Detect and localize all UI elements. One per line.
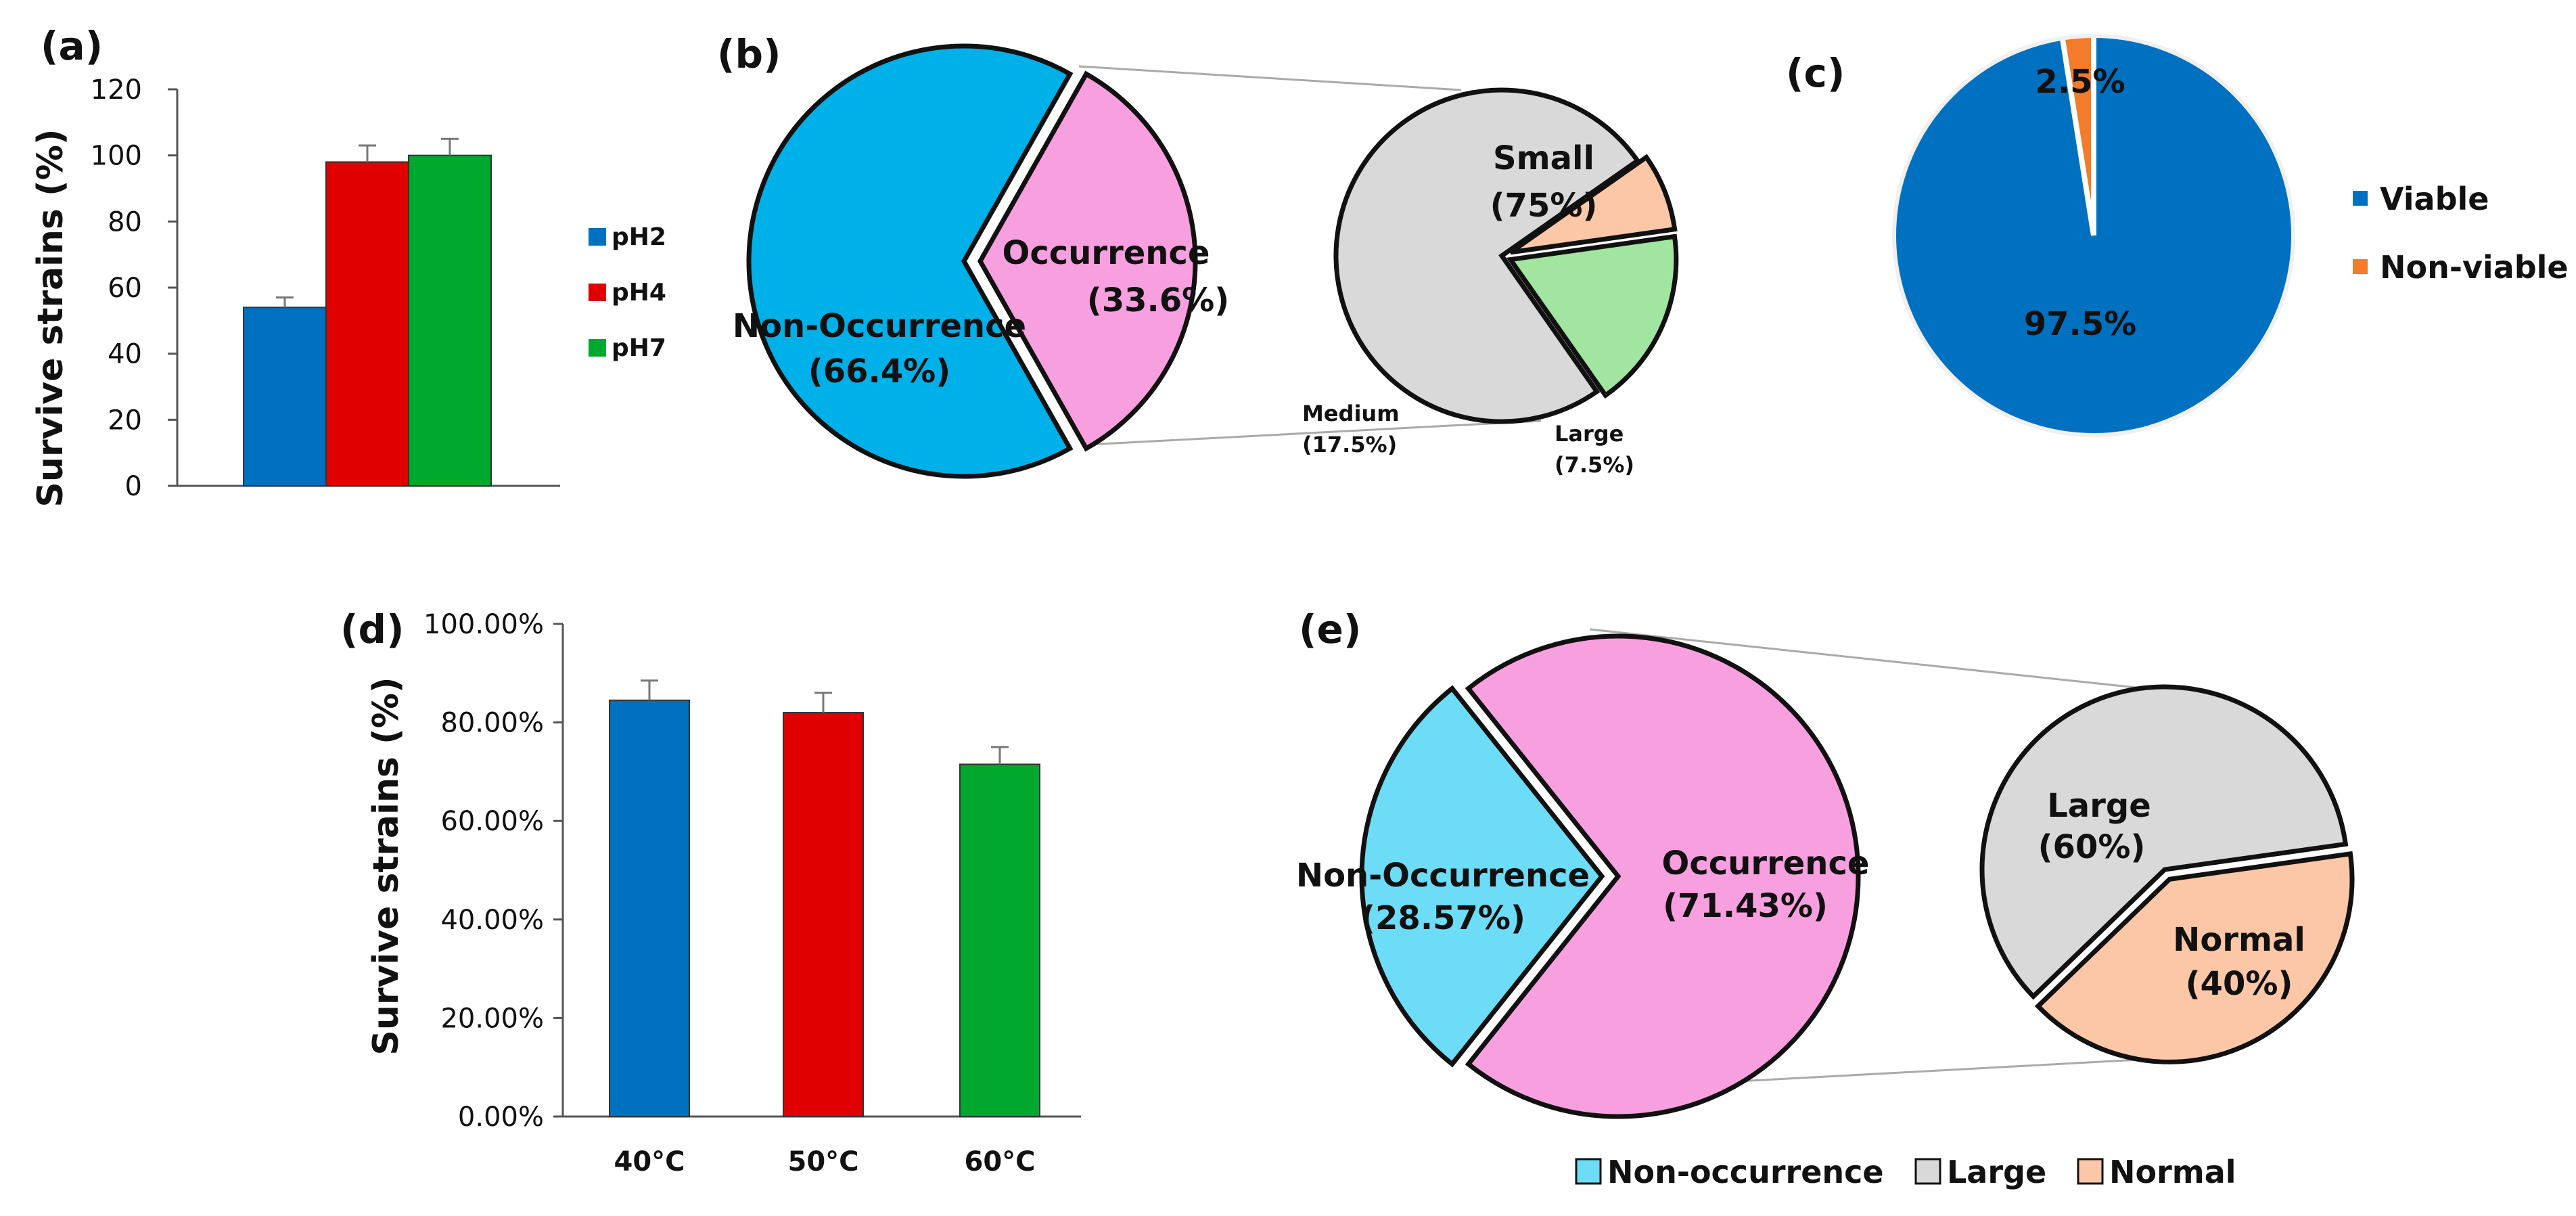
panel-label-b: (b)	[717, 31, 781, 77]
slice-large-b	[1509, 154, 1678, 255]
slice-medium-b	[1506, 233, 1679, 399]
pct-occurrence-e: (71.43%)	[1663, 887, 1828, 925]
y-tick-label-a-120: 120	[91, 74, 142, 106]
y-tick-label-a-40: 40	[108, 339, 142, 370]
legend-label-ph4: pH4	[612, 279, 666, 307]
legend-swatch-ph7	[589, 339, 606, 357]
y-tick-label-d-40-00: 40.00%	[440, 905, 544, 936]
legend-swatch-non-viable	[2353, 259, 2368, 274]
legend-label-ph7: pH7	[612, 334, 666, 362]
label-non-occurrence-e: Non-Occurrence	[1296, 857, 1590, 895]
x-tick-label-60c: 60°C	[964, 1146, 1035, 1177]
pct-large-e: (60%)	[2038, 828, 2146, 866]
panel-a: (a) Survive strains (%) 020406080100120 …	[30, 23, 666, 508]
slice-non-occurrence-b	[746, 43, 1074, 479]
pie-sub-b	[1333, 87, 1679, 424]
label-non-occurrence-b: Non-Occurrence	[733, 307, 1026, 345]
y-tick-label-d-20-00: 20.00%	[440, 1003, 544, 1034]
legend-label-non-occurrence: Non-occurrence	[1607, 1154, 1884, 1190]
legend-e: Non-occurrence Large Normal	[1575, 1154, 2236, 1190]
slice-occurrence-e	[1465, 633, 1861, 1119]
panel-d: (d) Survive strains (%) 0.00% 20.00% 40.00…	[340, 606, 1081, 1177]
y-tick-label-d-80-00: 80.00%	[440, 708, 544, 739]
legend-label-viable: Viable	[2380, 181, 2489, 217]
y-tick-label-d-0-00: 0.00%	[458, 1102, 544, 1133]
panel-label-a: (a)	[41, 23, 103, 69]
y-tick-label-d-100-00: 100.00%	[423, 609, 544, 640]
legend-label-ph2: pH2	[612, 223, 666, 251]
bar-a-ph2	[243, 307, 327, 487]
legend-swatch-non-occurrence	[1575, 1158, 1602, 1185]
pct-occurrence-b: (33.6%)	[1087, 282, 1229, 319]
label-large-b: Large	[1555, 421, 1624, 447]
connector-line-top-b	[1078, 65, 1462, 91]
bar-a-ph4	[325, 161, 409, 487]
y-tick-label-a-100: 100	[91, 141, 142, 172]
label-normal-e: Normal	[2173, 921, 2305, 959]
panel-c: (c) 97.5% 2.5% Viable Non-viable	[1786, 34, 2569, 437]
label-large-e: Large	[2047, 787, 2151, 825]
panel-label-d: (d)	[340, 606, 405, 652]
bars-d	[609, 679, 1040, 1118]
pct-large-b: (7.5%)	[1555, 452, 1634, 478]
slice-divider-c-1	[2059, 38, 2096, 236]
y-ticks-d: 0.00% 20.00% 40.00% 60.00% 80.00% 100.00%	[423, 609, 563, 1133]
legend-label-non-viable: Non-viable	[2380, 249, 2569, 286]
y-tick-label-a-0: 0	[125, 471, 142, 502]
slice-small-b	[1333, 87, 1641, 424]
panel-label-c: (c)	[1786, 50, 1845, 96]
x-tick-label-50c: 50°C	[787, 1146, 858, 1177]
pct-medium-b: (17.5%)	[1302, 432, 1397, 457]
y-tick-label-a-20: 20	[108, 405, 142, 436]
pie-main-b	[746, 43, 1198, 479]
y-ticks-a: 0 20 40 60 80 100 120	[91, 74, 177, 502]
legend-label-normal: Normal	[2109, 1154, 2236, 1190]
label-occurrence-e: Occurrence	[1662, 845, 1870, 882]
pct-non-viable-c: 2.5%	[2035, 63, 2125, 101]
slice-normal-e	[2034, 851, 2355, 1064]
pie-outline-c	[1892, 34, 2295, 437]
pct-small-b: (75%)	[1490, 187, 1598, 225]
x-tick-label-40c: 40°C	[614, 1146, 685, 1177]
legend-a: pH2 pH4 pH7	[589, 223, 666, 362]
ylabel-d: Survive strains (%)	[366, 677, 407, 1055]
bar-a-ph7	[408, 154, 492, 487]
legend-swatch-viable	[2353, 191, 2368, 206]
slice-large-e	[1979, 684, 2349, 1000]
legend-c: Viable Non-viable	[2353, 181, 2569, 286]
pct-viable-c: 97.5%	[2024, 305, 2137, 343]
ylabel-a: Survive strains (%)	[30, 129, 71, 507]
slice-non-occurrence-e	[1359, 685, 1605, 1068]
panel-label-e: (e)	[1299, 606, 1361, 652]
pie-main-e	[1359, 633, 1861, 1119]
bar-d-50-c	[783, 712, 864, 1118]
y-tick-label-a-60: 60	[108, 273, 142, 304]
legend-swatch-ph2	[589, 228, 606, 246]
label-medium-b: Medium	[1302, 401, 1400, 426]
pct-non-occurrence-b: (66.4%)	[808, 353, 950, 390]
pie-c	[1892, 34, 2295, 437]
legend-label-large: Large	[1947, 1154, 2046, 1190]
panel-b: (b) Non-Occurrence (66.4%) Occurrence (3…	[717, 31, 1679, 479]
legend-swatch-large	[1914, 1158, 1941, 1185]
connector-line-bottom-b	[1088, 420, 1542, 446]
bar-d-60-c	[959, 763, 1040, 1117]
legend-swatch-normal	[2077, 1158, 2104, 1185]
y-tick-label-a-80: 80	[108, 206, 142, 238]
slice-occurrence-b	[977, 70, 1198, 452]
panel-e: (e) Occurrence (71.43%) Non-Occurrence (…	[1296, 606, 2355, 1190]
pct-non-occurrence-e: (28.57%)	[1360, 899, 1525, 937]
label-small-b: Small	[1493, 139, 1594, 177]
pie-sub-e	[1979, 684, 2355, 1064]
legend-swatch-ph4	[589, 284, 606, 301]
pct-normal-e: (40%)	[2186, 965, 2293, 1003]
connector-line-top-e	[1589, 628, 2162, 692]
bar-d-40-c	[609, 699, 690, 1117]
y-tick-label-d-60-00: 60.00%	[440, 806, 544, 837]
label-occurrence-b: Occurrence	[1003, 234, 1210, 272]
bars-a	[243, 137, 492, 487]
